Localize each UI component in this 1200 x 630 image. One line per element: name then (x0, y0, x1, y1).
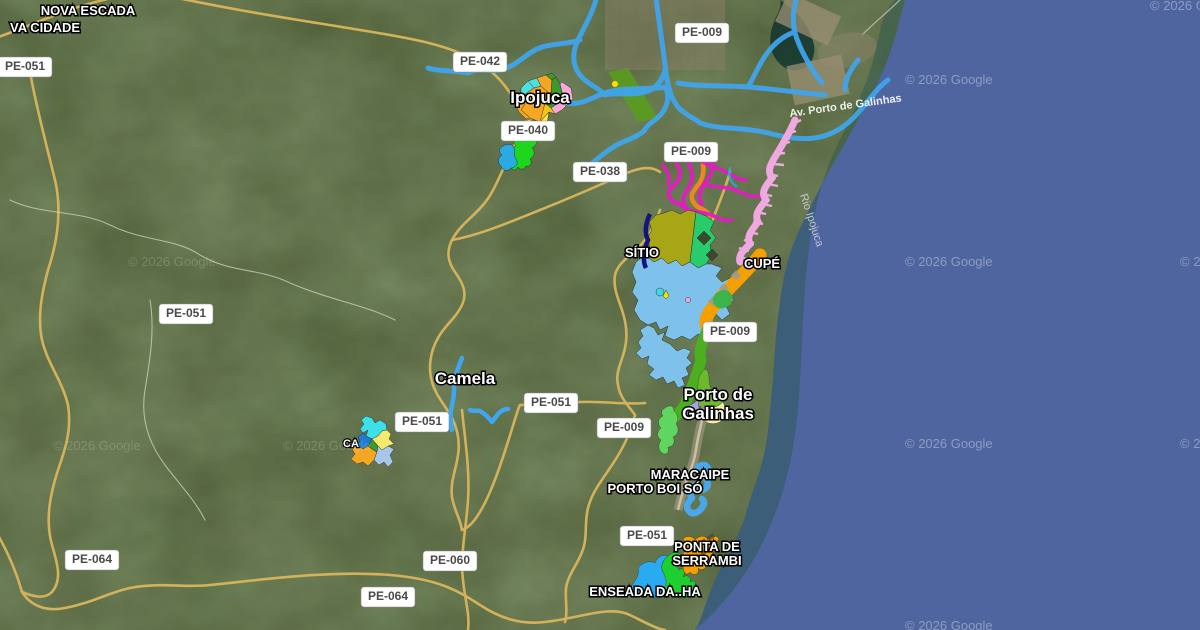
svg-text:© 2026 Google: © 2026 Google (128, 254, 216, 269)
svg-text:© 2026 Google: © 2026 Google (1180, 436, 1200, 451)
svg-text:NOVA ESCADA: NOVA ESCADA (41, 3, 136, 18)
svg-text:© 2026 Google: © 2026 Google (905, 72, 993, 87)
svg-text:PE-051: PE-051 (402, 414, 442, 428)
svg-text:PE-042: PE-042 (460, 54, 500, 68)
svg-text:© 2026 Google: © 2026 Google (53, 438, 141, 453)
svg-text:SERRAMBI: SERRAMBI (672, 553, 741, 568)
svg-text:PE-009: PE-009 (682, 25, 722, 39)
svg-text:PE-060: PE-060 (430, 553, 470, 567)
svg-text:PE-038: PE-038 (580, 164, 620, 178)
svg-text:© 2026 Google: © 2026 Google (1150, 0, 1200, 13)
svg-text:ENSEADA DA..HA: ENSEADA DA..HA (589, 584, 701, 599)
svg-text:PE-051: PE-051 (627, 528, 667, 542)
svg-text:PE-051: PE-051 (531, 395, 571, 409)
svg-text:PE-051: PE-051 (166, 306, 206, 320)
svg-text:CUPÉ: CUPÉ (744, 256, 780, 271)
svg-text:VA CIDADE: VA CIDADE (10, 20, 80, 35)
svg-text:© 2026 Google: © 2026 Google (283, 438, 371, 453)
svg-text:© 2026: © 2026 (1180, 254, 1200, 269)
svg-text:PE-064: PE-064 (368, 589, 408, 603)
svg-text:© 2026 Google: © 2026 Google (905, 254, 993, 269)
svg-text:© 2026 Google: © 2026 Google (905, 436, 993, 451)
svg-text:Camela: Camela (435, 369, 496, 388)
svg-text:PONTA DE: PONTA DE (674, 539, 740, 554)
svg-text:MARACAIPE: MARACAIPE (651, 467, 730, 482)
svg-text:PE-064: PE-064 (72, 552, 112, 566)
svg-text:Galinhas: Galinhas (682, 404, 754, 423)
svg-text:© 2026 Google: © 2026 Google (905, 618, 993, 630)
svg-text:PE-009: PE-009 (671, 144, 711, 158)
svg-text:PORTO BOI SÓ: PORTO BOI SÓ (607, 481, 702, 496)
svg-text:PE-040: PE-040 (508, 123, 548, 137)
svg-text:PE-051: PE-051 (5, 59, 45, 73)
svg-text:Porto de: Porto de (684, 385, 753, 404)
svg-text:Ipojuca: Ipojuca (510, 88, 570, 107)
svg-text:SÍTIO: SÍTIO (625, 245, 659, 260)
svg-text:PE-009: PE-009 (710, 324, 750, 338)
svg-text:PE-009: PE-009 (604, 420, 644, 434)
